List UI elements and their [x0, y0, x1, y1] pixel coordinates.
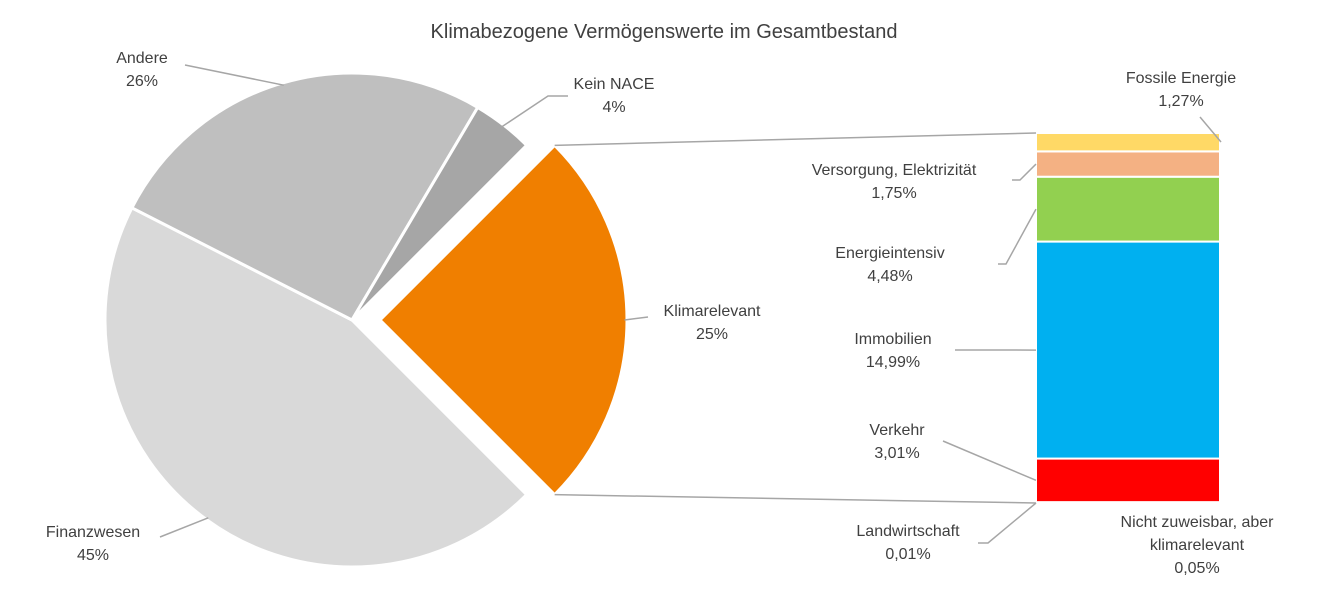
leader-finanzwesen — [159, 517, 209, 538]
connector-bottom — [554, 493, 1037, 504]
leader-landwirtschaft — [978, 502, 1037, 544]
bar-label-immobilien: Immobilien 14,99% — [854, 331, 931, 371]
leader-fossile-energie — [1199, 116, 1222, 143]
bar-label-energieintensiv: Energieintensiv 4,48% — [835, 245, 944, 285]
breakdown-bar — [1035, 132, 1221, 505]
data-labels: Klimarelevant 25% Finanzwesen 45% Andere 26% K… — [46, 50, 1274, 577]
leader-andere — [184, 64, 284, 86]
bar-label-fossile-energie: Fossile Energie 1,27% — [1126, 70, 1236, 110]
connector-top — [554, 132, 1037, 147]
pie-label-andere: Andere 26% — [116, 50, 168, 90]
bar-label-versorgung-elektrizitaet: Versorgung, Elektrizität 1,75% — [812, 162, 977, 202]
pie-slice-finanzwesen — [103, 205, 529, 569]
pie-slice-kein-nace — [350, 105, 529, 322]
pie-label-klimarelevant: Klimarelevant 25% — [664, 303, 761, 343]
pie-label-kein-nace: Kein NACE 4% — [574, 76, 655, 116]
bar-segment-verkehr — [1035, 457, 1221, 504]
leader-versorgung-elektrizitaet — [1012, 163, 1037, 181]
pie-label-finanzwesen: Finanzwesen 45% — [46, 524, 140, 564]
pie-slice-andere — [129, 71, 480, 322]
bar-label-nicht-zuweisbar-aber-klimarelevant: Nicht zuweisbar, aber klimarelevant 0,05% — [1121, 514, 1275, 577]
leader-klimarelevant — [624, 316, 649, 321]
bar-segment-immobilien — [1035, 240, 1221, 460]
bar-segment-energieintensiv — [1035, 175, 1221, 243]
leader-kein-nace — [501, 95, 568, 128]
bar-label-verkehr: Verkehr 3,01% — [869, 422, 925, 462]
bar-segment-fossile-energie — [1035, 132, 1221, 153]
chart-title: Klimabezogene Vermögenswerte im Gesamtbe… — [431, 21, 898, 43]
pie — [103, 71, 629, 569]
bar-segment-versorgung-elektrizitaet — [1035, 150, 1221, 178]
leader-energieintensiv — [998, 208, 1037, 265]
leader-verkehr — [942, 440, 1037, 482]
connector-lines — [554, 132, 1037, 504]
bar-label-landwirtschaft: Landwirtschaft 0,01% — [856, 523, 960, 563]
